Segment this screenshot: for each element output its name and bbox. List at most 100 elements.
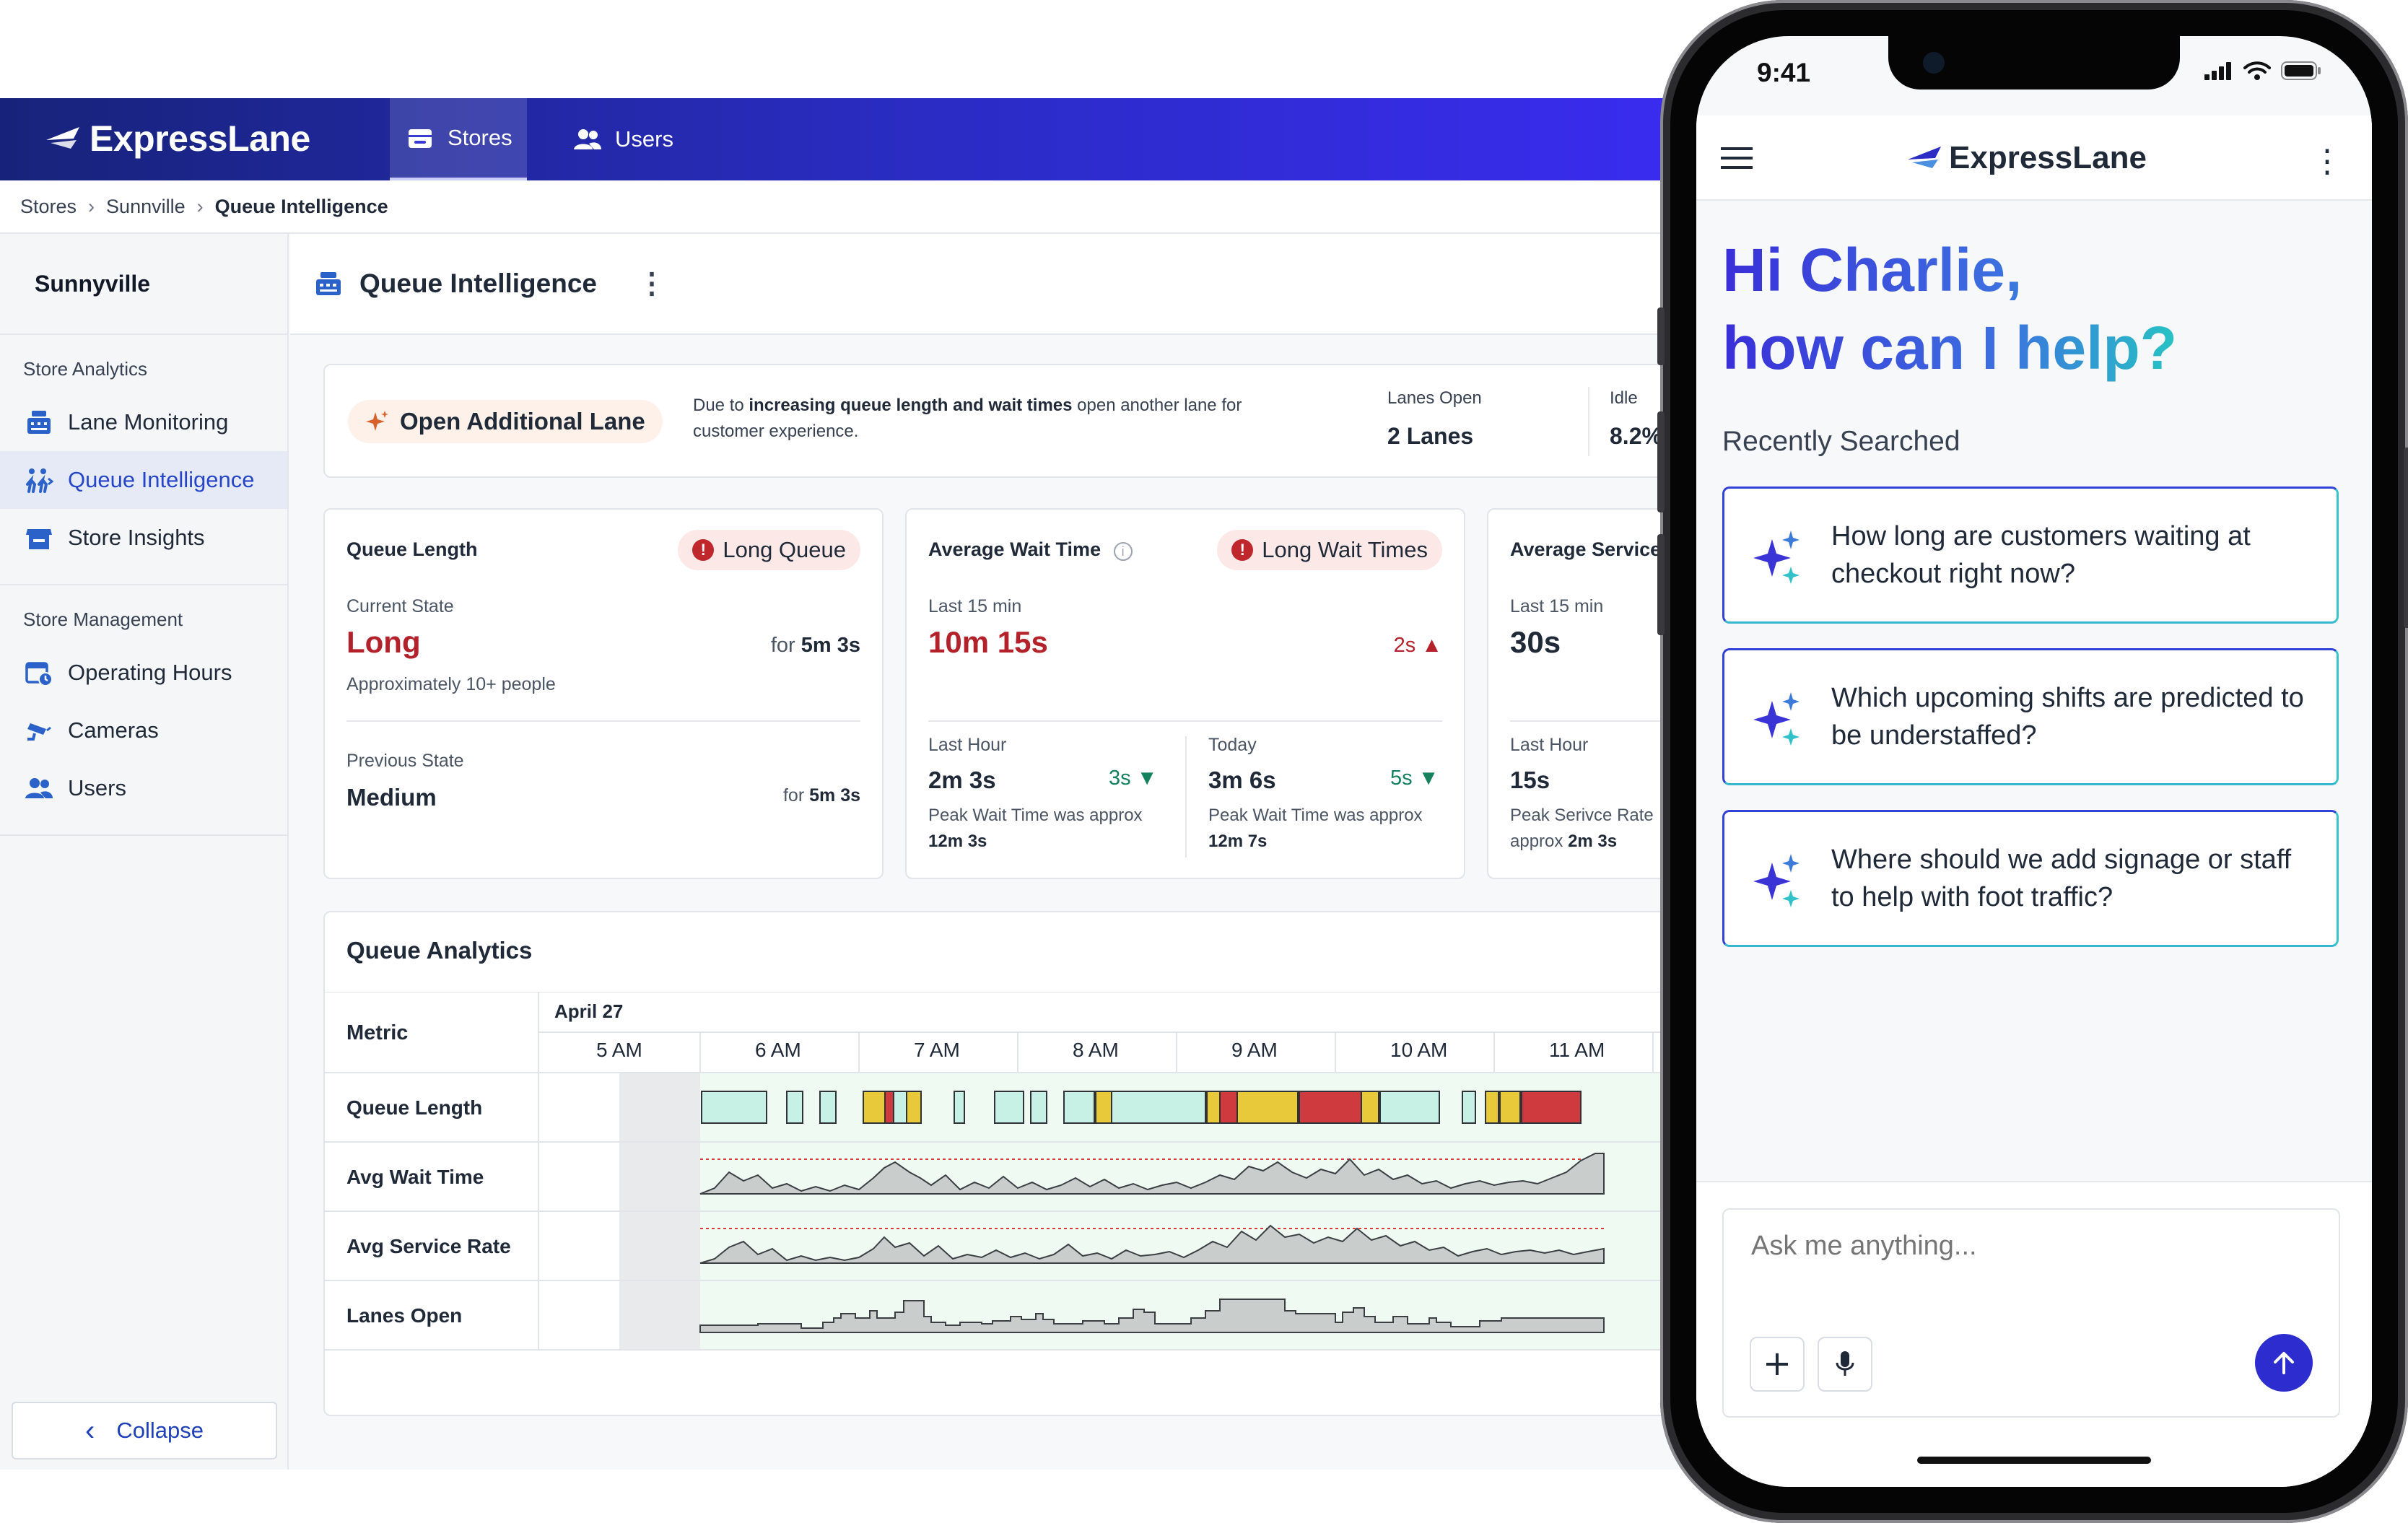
sidebar-store-name: Sunnyville xyxy=(0,234,287,335)
approx-people: Approximately 10+ people xyxy=(346,674,556,694)
nav-tab-users[interactable]: Users xyxy=(573,98,673,180)
store-icon xyxy=(409,129,432,148)
sidebar-item-store-insights[interactable]: Store Insights xyxy=(0,509,287,567)
camera-icon xyxy=(27,723,51,741)
queue-length-block[interactable] xyxy=(994,1091,1024,1124)
nav-tab-label: Stores xyxy=(448,125,512,150)
suggestion-card[interactable]: Where should we add signage or staff to … xyxy=(1722,810,2339,947)
recommendation-label: Open Additional Lane xyxy=(400,408,645,435)
sidebar-item-lane-monitoring[interactable]: Lane Monitoring xyxy=(0,393,287,451)
queue-length-block[interactable] xyxy=(893,1091,907,1124)
nav-tab-stores[interactable]: Stores xyxy=(390,98,527,180)
rec-text-bold: increasing queue length and wait times xyxy=(749,396,1073,415)
card-title: Queue Length xyxy=(346,538,478,560)
service-value: 30s xyxy=(1510,625,1561,659)
voice-input-button[interactable] xyxy=(1818,1337,1872,1392)
queue-length-block[interactable] xyxy=(1361,1091,1379,1124)
wifi-icon xyxy=(2243,61,2271,80)
last-hour-label: Last Hour xyxy=(928,735,1007,755)
send-button[interactable] xyxy=(2255,1334,2313,1392)
note-text: approx xyxy=(1510,832,1569,851)
app-header: ExpressLane ⋮ xyxy=(1696,115,2372,201)
collapse-label: Collapse xyxy=(116,1418,204,1443)
analytics-title: Queue Analytics xyxy=(346,937,533,964)
wait-time-value: 10m 15s xyxy=(928,625,1048,659)
hamburger-menu-icon[interactable] xyxy=(1721,146,1753,170)
wait-time-delta: 2s ▲ xyxy=(1394,634,1442,658)
suggestion-text: How long are customers waiting at checko… xyxy=(1831,521,2251,589)
rec-text-part: Due to xyxy=(693,396,749,415)
add-attachment-button[interactable] xyxy=(1750,1337,1805,1392)
more-options-icon[interactable]: ⋮ xyxy=(2311,144,2343,179)
sparkle-icon xyxy=(1753,531,1800,584)
info-icon[interactable]: i xyxy=(1113,542,1133,561)
divider xyxy=(1510,720,1689,722)
queue-length-block[interactable] xyxy=(819,1091,837,1124)
queue-length-block[interactable] xyxy=(1379,1091,1440,1124)
queue-length-block[interactable] xyxy=(701,1091,767,1124)
battery-icon xyxy=(2281,61,2321,80)
queue-length-block[interactable] xyxy=(1299,1091,1362,1124)
stat-label: Lanes Open xyxy=(1387,388,1482,408)
trend-down-icon: ▼ xyxy=(1136,767,1158,790)
row-label-avg-service-rate: Avg Service Rate xyxy=(346,1235,511,1257)
expresslane-logo[interactable]: ExpressLane xyxy=(45,117,310,160)
expresslane-logo: ExpressLane xyxy=(1906,140,2147,176)
suggestion-text: Where should we add signage or staff to … xyxy=(1831,845,2292,912)
store-icon xyxy=(26,529,52,549)
queue-length-block[interactable] xyxy=(1236,1091,1299,1124)
last-hour-delta: 3s ▼ xyxy=(1109,767,1157,790)
collapse-sidebar-button[interactable]: ‹ Collapse xyxy=(12,1402,277,1459)
lanes-open-stat: Lanes Open 2 Lanes xyxy=(1387,388,1482,450)
queue-length-block[interactable] xyxy=(1521,1091,1582,1124)
divider xyxy=(346,720,860,722)
breadcrumb-stores[interactable]: Stores xyxy=(20,195,77,217)
signal-icon xyxy=(2204,62,2231,80)
suggestion-card[interactable]: Which upcoming shifts are predicted to b… xyxy=(1722,648,2339,785)
page-header: Queue Intelligence ⋮ xyxy=(290,234,1689,335)
divider xyxy=(1588,387,1589,456)
chat-input[interactable] xyxy=(1750,1230,2284,1262)
last-hour-label: Last Hour xyxy=(1510,735,1589,755)
microphone-icon xyxy=(1836,1351,1854,1376)
queue-length-blocks xyxy=(701,1091,1582,1124)
delta-value: 3s xyxy=(1109,767,1131,790)
plus-icon xyxy=(1766,1353,1788,1375)
today-note: Peak Wait Time was approx 12m 7s xyxy=(1208,803,1423,855)
suggestion-card[interactable]: How long are customers waiting at checko… xyxy=(1722,486,2339,624)
queue-length-block[interactable] xyxy=(1030,1091,1047,1124)
more-options-icon[interactable]: ⋮ xyxy=(637,268,666,300)
arrow-up-icon xyxy=(2274,1352,2294,1374)
queue-length-block[interactable] xyxy=(1485,1091,1499,1124)
avg-service-rate-area xyxy=(699,1224,1605,1264)
queue-length-block[interactable] xyxy=(1499,1091,1521,1124)
queue-length-block[interactable] xyxy=(884,1091,894,1124)
queue-length-block[interactable] xyxy=(1206,1091,1221,1124)
row-label-lanes-open: Lanes Open xyxy=(346,1304,462,1327)
sidebar-item-queue-intelligence[interactable]: Queue Intelligence xyxy=(0,451,287,509)
queue-length-block[interactable] xyxy=(906,1091,922,1124)
status-badge: ! Long Queue xyxy=(678,530,860,570)
breadcrumb-store[interactable]: Sunnville xyxy=(106,195,186,217)
sidebar-item-label: Cameras xyxy=(68,717,159,743)
queue-analytics-card: Queue Analytics Metric April 27 5 AM 6 AM… xyxy=(323,911,1689,1416)
current-state-value: Long xyxy=(346,625,421,659)
sidebar: Sunnyville Store Analytics Lane Monitori… xyxy=(0,234,289,1470)
sidebar-item-cameras[interactable]: Cameras xyxy=(0,702,287,759)
avg-wait-time-area xyxy=(699,1153,1605,1195)
average-wait-time-card: Average Wait Time i ! Long Wait Times La… xyxy=(905,508,1465,879)
sidebar-item-operating-hours[interactable]: Operating Hours xyxy=(0,644,287,702)
queue-length-block[interactable] xyxy=(1063,1091,1095,1124)
queue-length-block[interactable] xyxy=(954,1091,965,1124)
queue-length-block[interactable] xyxy=(1111,1091,1206,1124)
queue-length-block[interactable] xyxy=(1462,1091,1476,1124)
chevron-left-icon: ‹ xyxy=(85,1415,95,1446)
queue-length-block[interactable] xyxy=(786,1091,803,1124)
status-time: 9:41 xyxy=(1757,58,1811,87)
register-icon xyxy=(316,272,341,295)
recommendation-pill[interactable]: Open Additional Lane xyxy=(348,400,663,443)
sidebar-item-users[interactable]: Users xyxy=(0,759,287,817)
queue-length-block[interactable] xyxy=(863,1091,886,1124)
queue-length-block[interactable] xyxy=(1095,1091,1112,1124)
queue-length-block[interactable] xyxy=(1219,1091,1238,1124)
